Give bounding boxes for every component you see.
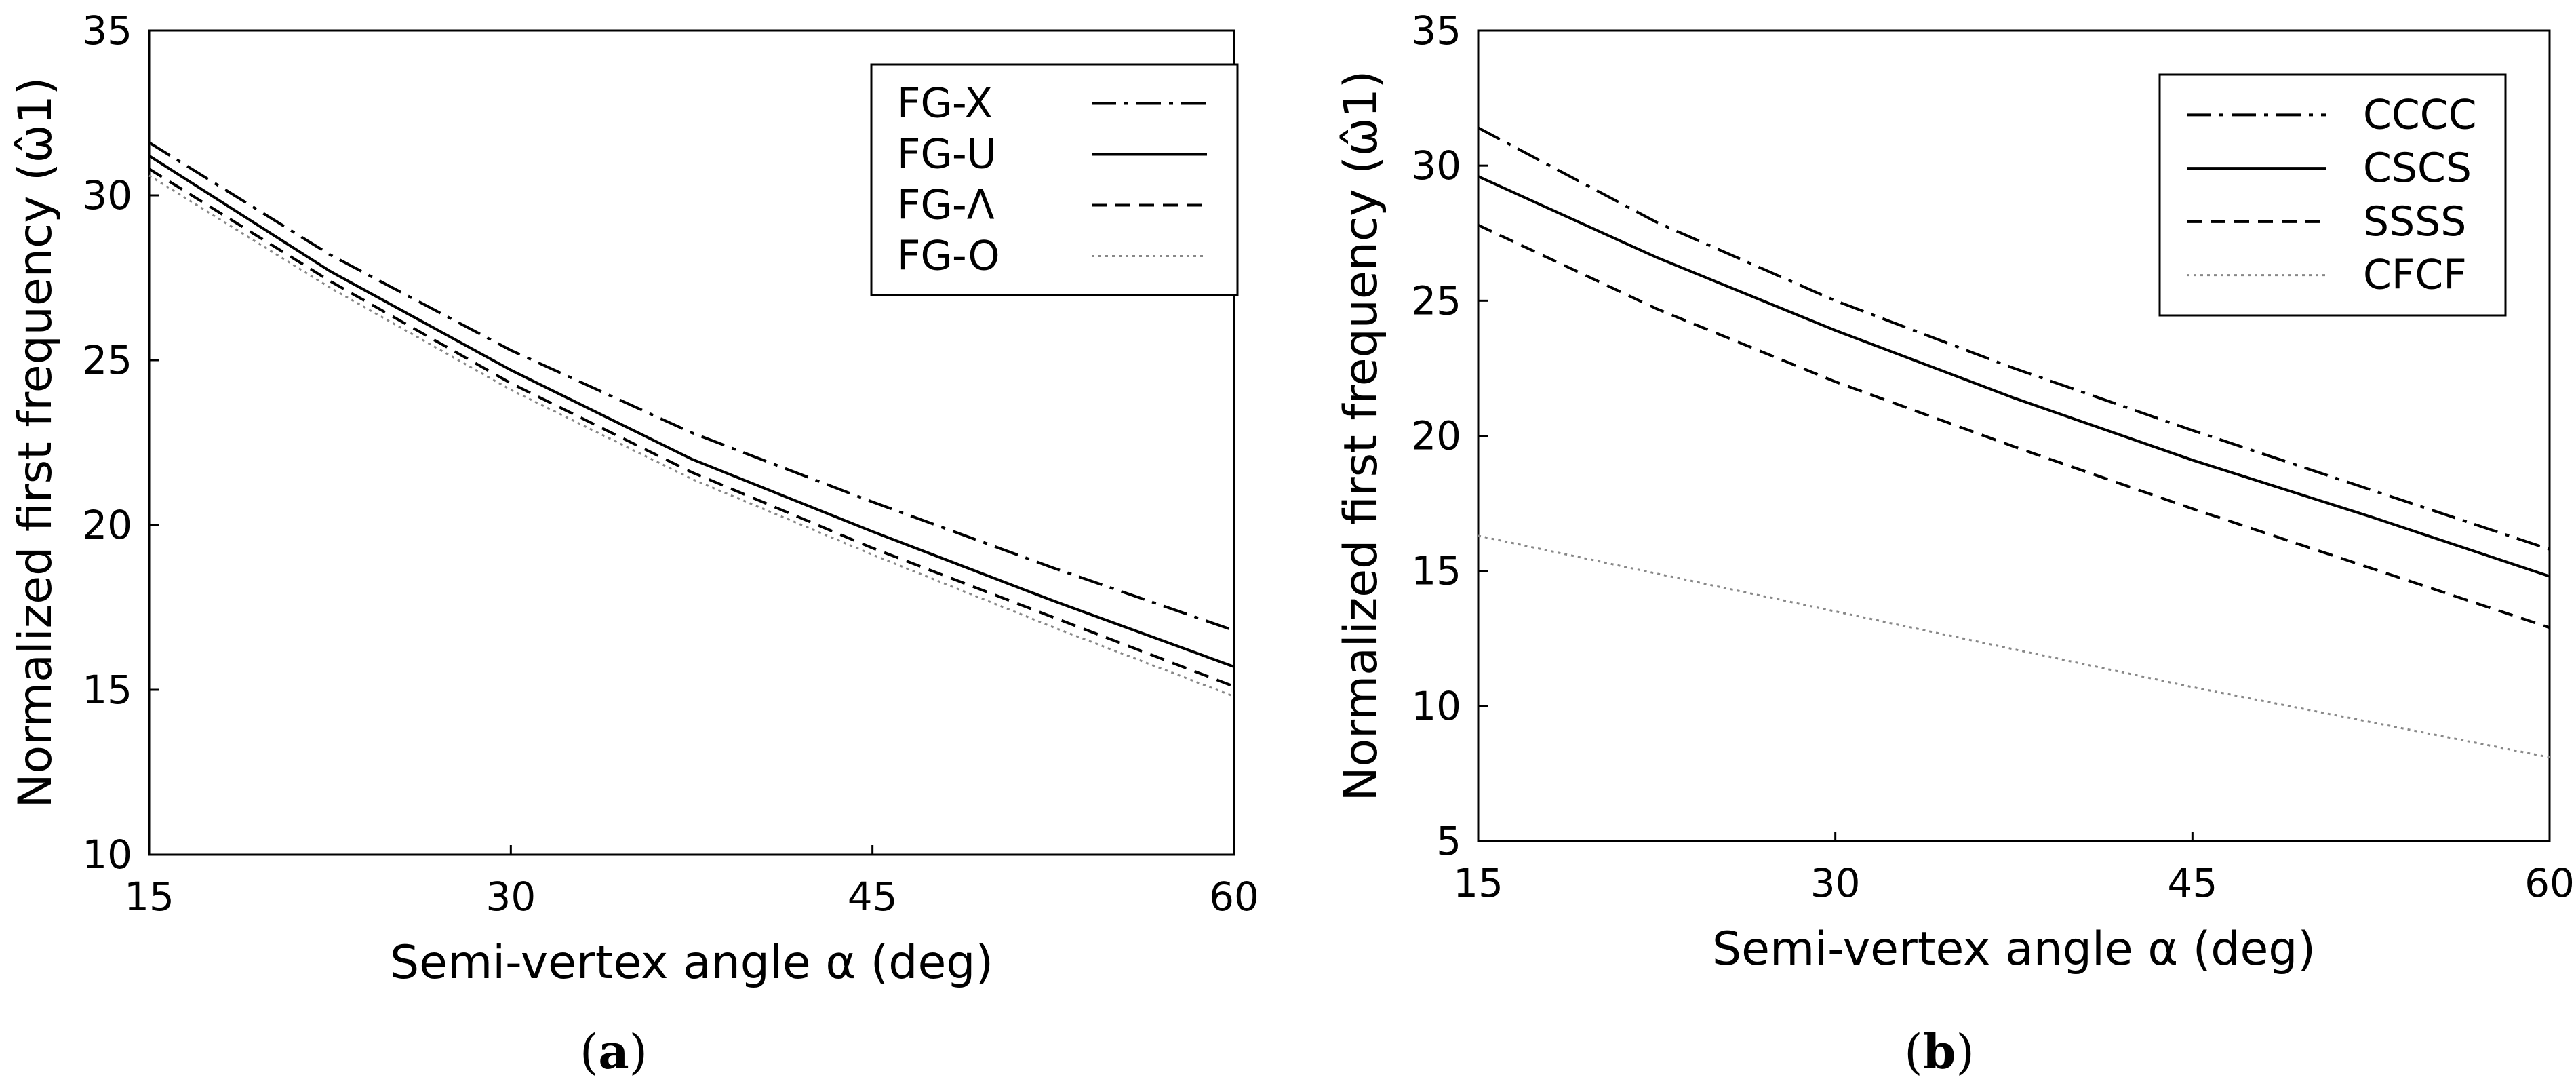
y-tick-label: 15 — [82, 667, 132, 713]
legend-label: FG-O — [897, 233, 1000, 280]
x-axis-label: Semi-vertex angle α (deg) — [390, 936, 993, 990]
x-tick-label: 45 — [2167, 860, 2217, 906]
series-line-cfcf — [1478, 536, 2550, 758]
y-tick-label: 20 — [82, 502, 132, 548]
y-tick-label: 10 — [1411, 683, 1461, 729]
panel-caption: (a) — [580, 1024, 648, 1080]
x-tick-label: 15 — [124, 874, 174, 920]
legend-label: FG-Λ — [897, 182, 995, 229]
y-tick-label: 35 — [82, 7, 132, 54]
y-tick-label: 5 — [1436, 818, 1461, 864]
x-tick-label: 15 — [1453, 860, 1503, 906]
y-tick-label: 15 — [1411, 548, 1461, 594]
chart-panel-b: 15 30 45 60 5 10 15 20 25 30 35 Semi-vertex angle α… — [1334, 7, 2575, 1080]
x-tick-label: 60 — [1209, 874, 1259, 920]
x-tick-label: 30 — [1810, 860, 1861, 906]
legend-label: FG-U — [897, 131, 997, 178]
y-tick-label: 30 — [1411, 142, 1461, 189]
legend-label: CSCS — [2363, 144, 2472, 192]
y-tick-label: 25 — [1411, 277, 1461, 324]
y-tick-label: 35 — [1411, 7, 1461, 54]
legend-label: FG-X — [897, 80, 993, 128]
x-tick-label: 30 — [486, 874, 536, 920]
legend: CCCC CSCS SSSS CFCF — [2160, 75, 2505, 315]
x-axis-label: Semi-vertex angle α (deg) — [1712, 922, 2316, 976]
panel-caption: (b) — [1904, 1024, 1975, 1080]
legend-label: CFCF — [2363, 252, 2467, 299]
y-tick-label: 25 — [82, 337, 132, 383]
x-tick-label: 45 — [848, 874, 898, 920]
y-tick-label: 30 — [82, 172, 132, 218]
y-axis-label: Normalized first frequency (ω̂1) — [9, 77, 62, 809]
x-tick-label: 60 — [2524, 860, 2575, 906]
legend-label: CCCC — [2363, 91, 2477, 138]
legend-label: SSSS — [2363, 198, 2466, 246]
legend: FG-XFG-UFG-ΛFG-O — [871, 64, 1237, 295]
y-tick-label: 10 — [82, 832, 132, 878]
y-axis-label: Normalized first frequency (ω̂1) — [1334, 71, 1388, 802]
y-tick-label: 20 — [1411, 413, 1461, 459]
